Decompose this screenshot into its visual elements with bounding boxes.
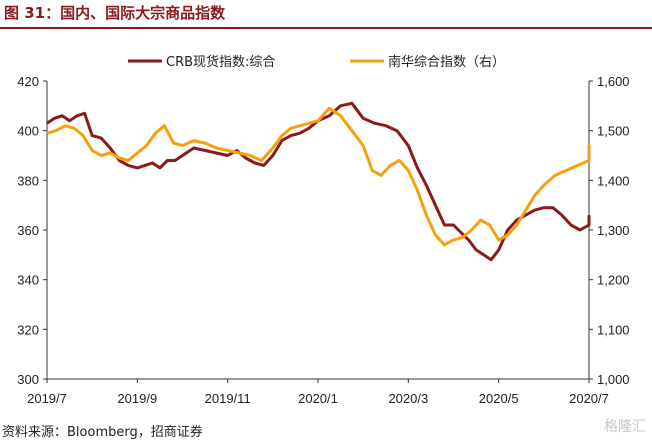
x-tick-label: 2019/9 (117, 391, 157, 406)
right-tick-label: 1,200 (597, 273, 630, 288)
x-tick-label: 2020/5 (479, 391, 519, 406)
left-tick-label: 380 (17, 173, 39, 188)
right-tick-label: 1,500 (597, 124, 630, 139)
left-tick-label: 340 (17, 273, 39, 288)
left-tick-label: 420 (17, 74, 39, 89)
left-tick-label: 300 (17, 372, 39, 387)
x-tick-label: 2019/11 (205, 391, 251, 406)
left-tick-label: 360 (17, 223, 39, 238)
left-tick-label: 320 (17, 322, 39, 337)
nanhua-series-line (46, 106, 591, 247)
left-tick-label: 400 (17, 124, 39, 139)
source-note: 资料来源：Bloomberg，招商证券 (2, 425, 203, 440)
legend-label-nanhua: 南华综合指数（右） (388, 54, 505, 70)
x-tick-label: 2020/1 (298, 391, 338, 406)
legend-label-crb: CRB现货指数:综合 (166, 54, 275, 70)
chart-title: 图 31：国内、国际大宗商品指数 (4, 4, 226, 22)
right-tick-label: 1,600 (597, 74, 630, 89)
x-tick-label: 2020/3 (388, 391, 428, 406)
chart-axes: 300 320 340 360 380 400 420 1,000 1,100 1,200 1,30… (17, 74, 629, 406)
x-tick-label: 2019/7 (27, 391, 67, 406)
right-tick-label: 1,400 (597, 173, 630, 188)
right-tick-label: 1,300 (597, 223, 630, 238)
title-divider (0, 27, 652, 29)
chart-legend: CRB现货指数:综合 南华综合指数（右） (128, 54, 505, 70)
series-layer (46, 101, 591, 262)
right-tick-label: 1,000 (597, 372, 630, 387)
x-tick-label: 2020/7 (569, 391, 609, 406)
right-tick-label: 1,100 (597, 322, 630, 337)
watermark-logo: 格隆汇 (604, 419, 646, 435)
